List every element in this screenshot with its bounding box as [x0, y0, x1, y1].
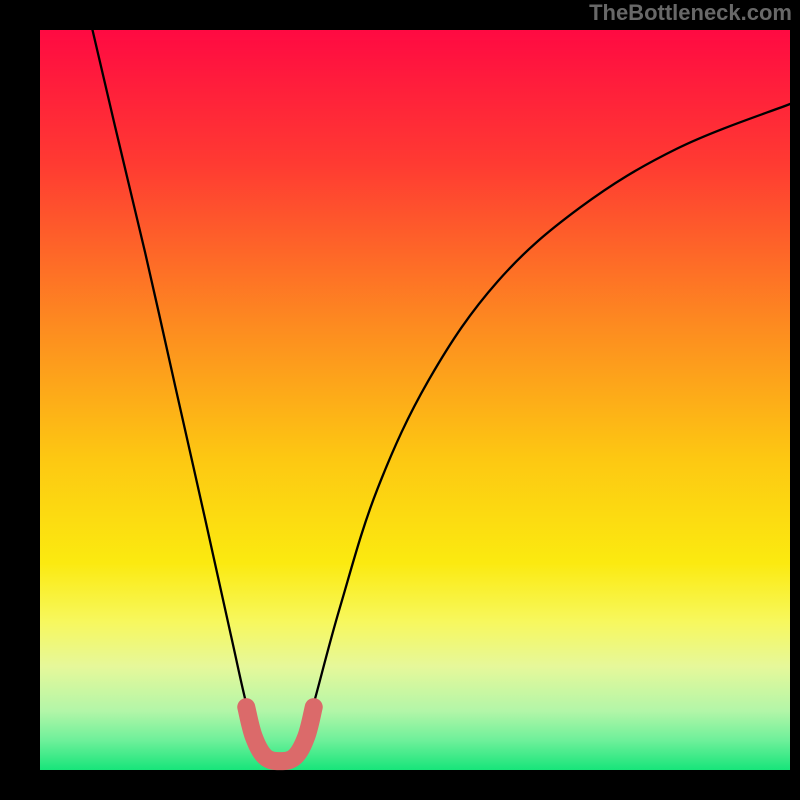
- chart-stage: TheBottleneck.com: [0, 0, 800, 800]
- gradient-panel: [40, 30, 790, 770]
- bottleneck-chart-svg: [0, 0, 800, 800]
